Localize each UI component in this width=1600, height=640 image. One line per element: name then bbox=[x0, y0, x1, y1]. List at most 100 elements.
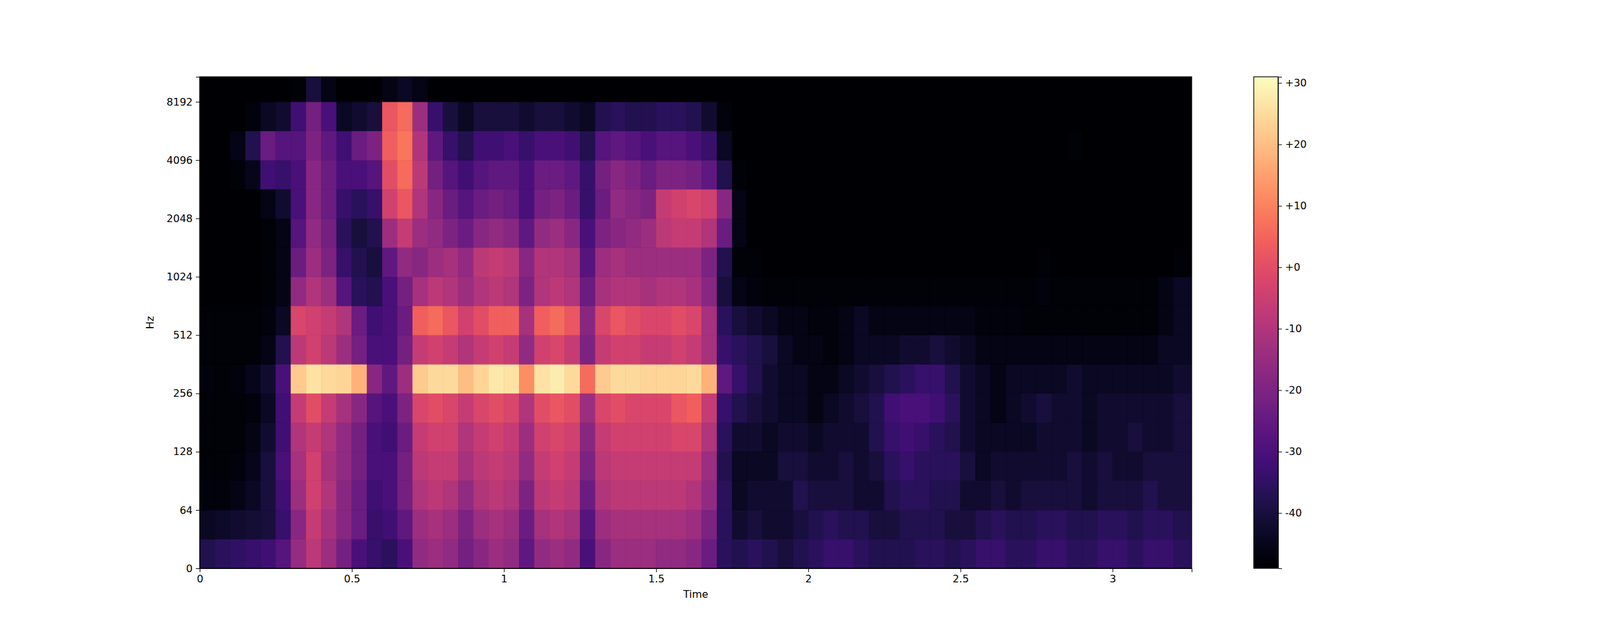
cell bbox=[1082, 276, 1098, 306]
cell bbox=[899, 305, 916, 336]
cell bbox=[1173, 480, 1189, 511]
plot-frame bbox=[199, 76, 1192, 569]
cell bbox=[473, 480, 489, 511]
tick: 512 bbox=[172, 328, 200, 342]
cell bbox=[899, 160, 916, 190]
cell bbox=[869, 189, 885, 219]
cell bbox=[382, 218, 398, 248]
cell bbox=[352, 276, 368, 306]
cell bbox=[869, 247, 885, 278]
cell bbox=[716, 510, 733, 540]
cell bbox=[656, 393, 672, 424]
cell bbox=[1066, 335, 1083, 365]
cell bbox=[762, 276, 779, 306]
cell bbox=[975, 305, 991, 336]
cell bbox=[291, 538, 307, 569]
cell bbox=[595, 422, 611, 452]
cell bbox=[610, 393, 626, 424]
cell bbox=[640, 101, 656, 132]
cell bbox=[732, 131, 748, 161]
cell bbox=[792, 480, 809, 511]
cell bbox=[1082, 451, 1098, 481]
cell bbox=[975, 276, 991, 306]
cell bbox=[503, 364, 520, 394]
cell bbox=[975, 189, 991, 219]
cell bbox=[732, 160, 748, 190]
cell bbox=[1006, 189, 1022, 219]
cell bbox=[732, 189, 748, 219]
cell bbox=[534, 131, 550, 161]
cell bbox=[625, 335, 642, 365]
cell bbox=[640, 451, 656, 481]
tick: 0 bbox=[196, 568, 203, 585]
cell bbox=[336, 218, 352, 248]
cell bbox=[549, 538, 566, 569]
cell bbox=[519, 305, 535, 336]
cell bbox=[702, 510, 718, 540]
cell bbox=[808, 276, 824, 306]
cell bbox=[367, 538, 383, 569]
cell bbox=[565, 189, 581, 219]
cell bbox=[808, 160, 824, 190]
cell bbox=[884, 131, 900, 161]
cell bbox=[1036, 480, 1053, 511]
cell bbox=[990, 480, 1007, 511]
cell bbox=[1097, 160, 1113, 190]
cell bbox=[199, 189, 216, 219]
cell bbox=[884, 76, 900, 102]
cell bbox=[1006, 451, 1022, 481]
cell bbox=[1066, 218, 1083, 248]
cell bbox=[610, 538, 626, 569]
cell bbox=[488, 160, 505, 190]
cell bbox=[1006, 276, 1022, 306]
cell bbox=[579, 160, 596, 190]
cell bbox=[1188, 393, 1192, 424]
cell bbox=[199, 538, 216, 569]
cell bbox=[1036, 364, 1053, 394]
cell bbox=[260, 101, 276, 132]
cell bbox=[230, 247, 246, 278]
tick-mark bbox=[1278, 390, 1282, 392]
cell bbox=[519, 76, 535, 102]
cell bbox=[702, 76, 718, 102]
cell bbox=[336, 422, 352, 452]
cell bbox=[747, 218, 763, 248]
cell bbox=[458, 451, 474, 481]
cell bbox=[762, 451, 779, 481]
cell bbox=[1112, 305, 1128, 336]
cell bbox=[808, 247, 824, 278]
cell bbox=[397, 538, 413, 569]
cell bbox=[199, 160, 216, 190]
cell bbox=[1188, 364, 1192, 394]
cell bbox=[716, 422, 733, 452]
cell bbox=[838, 76, 854, 102]
cell bbox=[534, 364, 550, 394]
cell bbox=[1112, 364, 1128, 394]
tick: 256 bbox=[172, 387, 200, 400]
cell bbox=[458, 76, 474, 102]
cell bbox=[884, 276, 900, 306]
cell bbox=[1188, 276, 1192, 306]
cell bbox=[914, 510, 930, 540]
cell bbox=[1021, 393, 1037, 424]
cell bbox=[442, 538, 459, 569]
cell bbox=[899, 510, 916, 540]
cell bbox=[503, 160, 520, 190]
cell bbox=[534, 101, 550, 132]
cell bbox=[260, 189, 276, 219]
cell bbox=[275, 218, 292, 248]
cell bbox=[428, 189, 444, 219]
cell bbox=[245, 422, 261, 452]
cell bbox=[428, 538, 444, 569]
cell bbox=[1082, 393, 1098, 424]
cell bbox=[899, 131, 916, 161]
cell bbox=[397, 422, 413, 452]
cell bbox=[1158, 276, 1174, 306]
cell bbox=[352, 510, 368, 540]
cell bbox=[442, 218, 459, 248]
cell bbox=[884, 538, 900, 569]
cell bbox=[442, 393, 459, 424]
cell bbox=[397, 131, 413, 161]
cell bbox=[838, 510, 854, 540]
cell bbox=[1082, 422, 1098, 452]
